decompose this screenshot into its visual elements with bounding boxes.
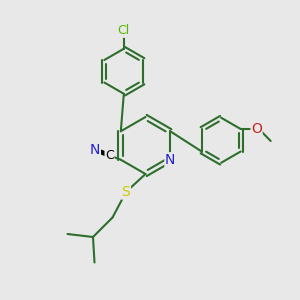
Text: Cl: Cl (118, 24, 130, 37)
Text: S: S (122, 185, 130, 199)
Text: N: N (90, 143, 101, 157)
Text: C: C (105, 149, 114, 162)
Text: N: N (165, 153, 175, 167)
Text: O: O (251, 122, 262, 136)
